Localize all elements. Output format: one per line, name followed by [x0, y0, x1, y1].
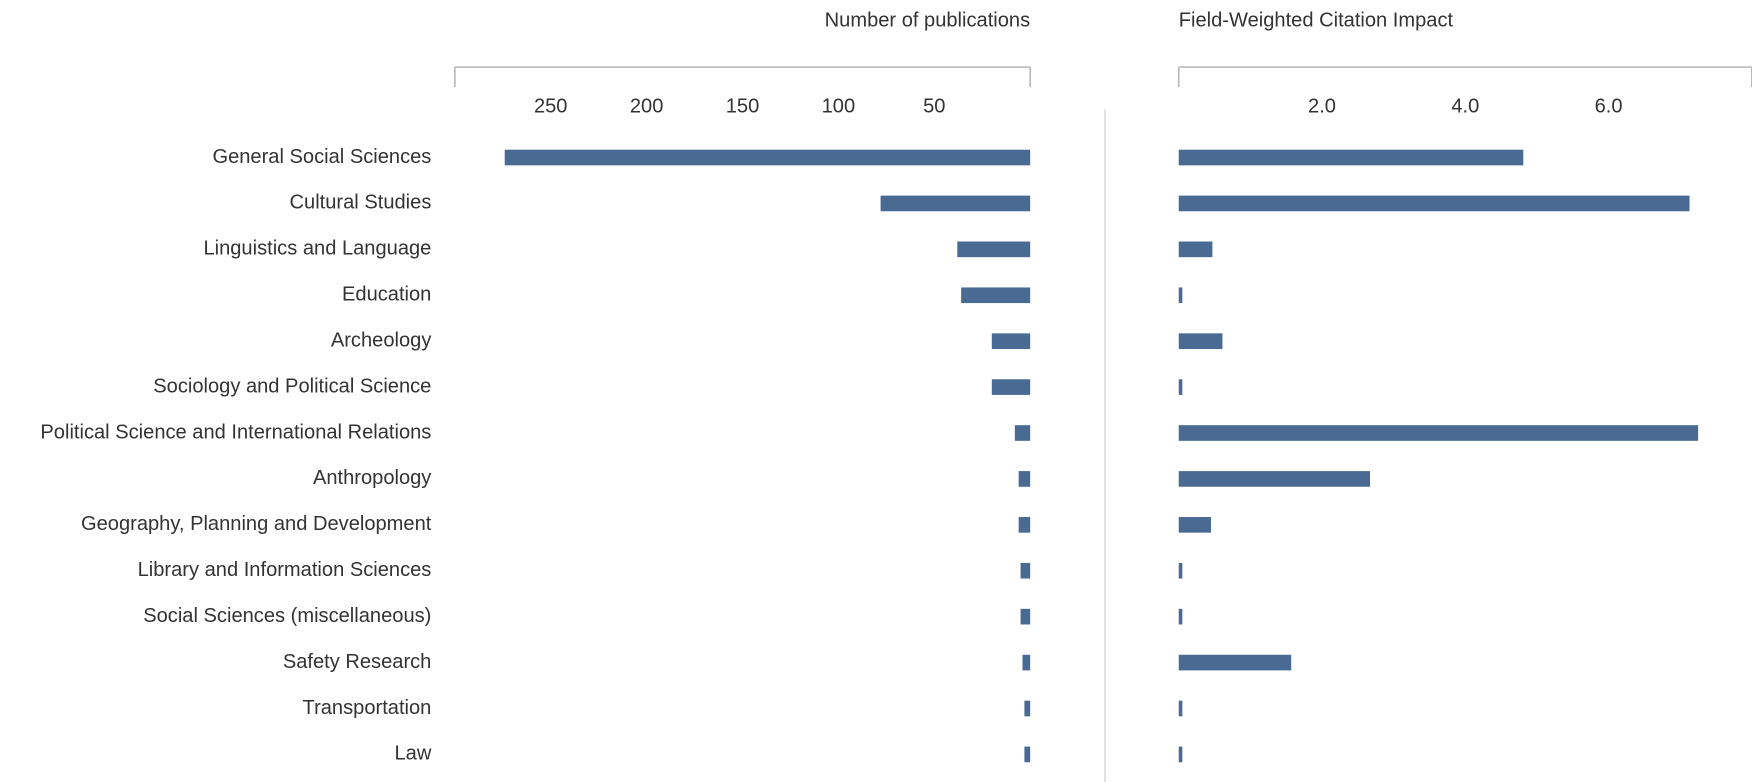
category-label: Law: [395, 743, 432, 765]
bar: [991, 333, 1031, 349]
bar: [1178, 149, 1524, 166]
x-tick-label: 6.0: [1595, 96, 1623, 118]
bar: [1020, 562, 1031, 579]
bar: [1178, 700, 1183, 717]
bar: [880, 195, 1031, 212]
category-label: Education: [342, 284, 431, 306]
category-label: Safety Research: [283, 651, 432, 673]
x-tick-label: 250: [534, 96, 568, 118]
bar: [1178, 195, 1690, 212]
bar: [1178, 471, 1371, 487]
chart-title: Field-Weighted Citation Impact: [1179, 10, 1454, 32]
category-label: Sociology and Political Science: [153, 375, 431, 397]
category-label: Geography, Planning and Development: [81, 513, 432, 535]
x-tick-label: 200: [630, 96, 664, 118]
category-label: Transportation: [303, 697, 432, 719]
bar: [957, 241, 1031, 258]
category-label: General Social Sciences: [212, 146, 431, 168]
bar: [1022, 654, 1031, 671]
bar: [1178, 425, 1699, 441]
bar: [1014, 425, 1031, 441]
x-tick-label: 50: [923, 96, 945, 118]
bar: [1018, 517, 1031, 533]
x-tick-label: 2.0: [1308, 96, 1336, 118]
bar: [1020, 608, 1031, 625]
category-label: Social Sciences (miscellaneous): [143, 605, 431, 627]
bar: [1178, 517, 1211, 533]
bar: [1024, 746, 1031, 763]
bar: [1178, 333, 1223, 349]
bar: [1018, 471, 1031, 487]
bar: [991, 379, 1031, 395]
bar: [1178, 241, 1213, 258]
bar: [1178, 287, 1183, 304]
bar: [1024, 700, 1031, 717]
bar: [1178, 608, 1183, 625]
category-label: Archeology: [331, 329, 432, 351]
category-label: Political Science and International Rela…: [40, 421, 431, 443]
category-label: Cultural Studies: [290, 192, 432, 214]
x-tick-label: 4.0: [1451, 96, 1479, 118]
category-label: Anthropology: [313, 467, 431, 489]
bar: [1178, 746, 1183, 763]
chart-title: Number of publications: [825, 10, 1031, 32]
x-tick-label: 150: [726, 96, 760, 118]
bar: [1178, 562, 1183, 579]
x-tick-label: 100: [822, 96, 856, 118]
bar: [1178, 654, 1292, 671]
category-label: Linguistics and Language: [203, 238, 431, 260]
category-label: Library and Information Sciences: [138, 559, 432, 581]
bar: [1178, 379, 1183, 395]
bar: [961, 287, 1031, 304]
bar: [504, 149, 1031, 166]
